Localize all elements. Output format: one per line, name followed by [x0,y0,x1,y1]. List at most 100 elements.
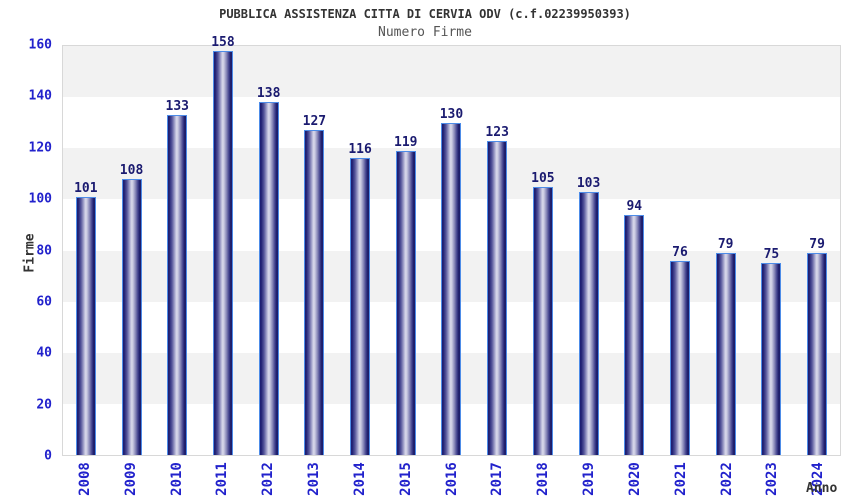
bar-value-label: 101 [74,180,98,196]
bar-value-label: 105 [531,170,555,186]
x-tick-label: 2009 [122,462,139,496]
x-tick-label: 2020 [626,462,643,496]
x-axis-tick-labels: 2008 2009 2010 2011 2012 2013 2014 2015 2016 2017… [62,459,841,499]
x-tick-slot: 2018 [520,459,566,499]
bar-value-label: 133 [165,99,189,115]
bar-2017: 123 [485,125,509,455]
bar-slot: 123 [474,46,520,455]
bar-2013: 127 [303,114,326,455]
bar-slot: 103 [566,46,612,455]
x-tick-label: 2017 [489,462,506,496]
bar-value-label: 108 [119,162,144,178]
bar-2010: 133 [166,99,189,455]
bar-value-label: 79 [809,237,825,253]
bar-slot: 130 [429,46,475,455]
bar-2018: 105 [531,171,555,455]
bar-slot: 138 [246,46,292,455]
y-tick-label: 40 [36,345,52,361]
x-tick-slot: 2017 [474,459,520,499]
x-tick-slot: 2013 [291,459,337,499]
bar-value-label: 94 [626,198,643,214]
bar-2014: 116 [348,142,372,455]
y-tick-label: 100 [28,191,52,207]
bar-value-label: 130 [439,106,464,122]
x-tick-slot: 2011 [199,459,245,499]
bar-slot: 79 [703,46,749,455]
bar-value-label: 76 [672,244,688,260]
bars-layer: 101 108 133 158 138 127 116 119 130 123 105 103 94 76… [63,35,840,455]
y-tick-label: 160 [28,37,52,53]
x-tick-label: 2023 [764,462,781,496]
x-tick-slot: 2008 [62,459,108,499]
y-tick-label: 120 [28,140,52,156]
bar-value-label: 116 [348,142,372,158]
grid-band [63,46,840,98]
x-tick-label: 2015 [397,462,414,496]
bar-2020: 94 [624,199,645,455]
bar-value-label: 79 [717,237,734,253]
bar-value-label: 119 [394,134,418,150]
bar-slot: 76 [657,46,703,455]
bar-slot: 79 [794,46,840,455]
x-tick-slot: 2022 [704,459,750,499]
x-tick-label: 2012 [260,462,277,496]
bar-slot: 108 [109,46,155,455]
x-tick-label: 2019 [581,462,598,496]
x-tick-label: 2018 [535,462,552,496]
y-tick-label: 60 [36,294,52,310]
x-tick-slot: 2016 [429,459,475,499]
x-tick-slot: 2021 [658,459,704,499]
bar-value-label: 138 [256,86,281,102]
bar-slot: 133 [154,46,200,455]
x-tick-label: 2021 [672,462,689,496]
x-tick-label: 2008 [76,462,93,496]
bar-slot: 101 [63,46,109,455]
bar-2022: 79 [715,237,736,455]
bar-slot: 75 [749,46,795,455]
y-tick-label: 20 [36,397,52,413]
x-tick-label: 2010 [168,462,185,496]
bar-slot: 127 [292,46,338,455]
bar-2015: 119 [394,135,418,455]
bar-slot: 116 [337,46,383,455]
bar-value-label: 127 [302,114,327,130]
bar-value-label: 103 [576,175,601,191]
chart-title: PUBBLICA ASSISTENZA CITTA DI CERVIA ODV … [219,7,631,21]
x-tick-slot: 2012 [245,459,291,499]
bar-2012: 138 [257,86,280,455]
bar-value-label: 75 [763,247,780,263]
x-tick-slot: 2019 [566,459,612,499]
x-axis-label: Anno [806,481,838,496]
x-tick-label: 2013 [306,462,323,496]
bar-slot: 94 [611,46,657,455]
bar-2023: 75 [761,247,782,455]
bar-slot: 105 [520,46,566,455]
bar-slot: 158 [200,35,246,455]
y-tick-label: 0 [44,448,52,464]
bar-2008: 101 [74,181,98,455]
x-tick-label: 2016 [443,462,460,496]
bar-2019: 103 [577,176,600,455]
bar-2016: 130 [440,107,463,455]
y-tick-label: 80 [36,243,52,258]
x-tick-label: 2014 [351,462,368,496]
bar-2009: 108 [120,163,143,455]
chart-subtitle: Numero Firme [378,25,472,40]
x-tick-slot: 2015 [383,459,429,499]
bar-slot: 119 [383,46,429,455]
x-tick-slot: 2009 [108,459,154,499]
y-tick-label: 140 [28,88,52,104]
x-tick-label: 2022 [718,462,735,496]
x-tick-slot: 2020 [612,459,658,499]
x-tick-slot: 2014 [337,459,383,499]
plot-area: 101 108 133 158 138 127 116 119 130 123 105 103 94 76… [62,35,841,456]
bar-value-label: 158 [211,35,235,51]
bar-2021: 76 [669,245,690,455]
x-tick-slot: 2023 [749,459,795,499]
x-tick-slot: 2010 [154,459,200,499]
bar-value-label: 123 [485,124,509,140]
x-tick-label: 2011 [214,462,231,496]
bar-2024: 79 [807,237,828,455]
bar-2011: 158 [211,35,235,455]
